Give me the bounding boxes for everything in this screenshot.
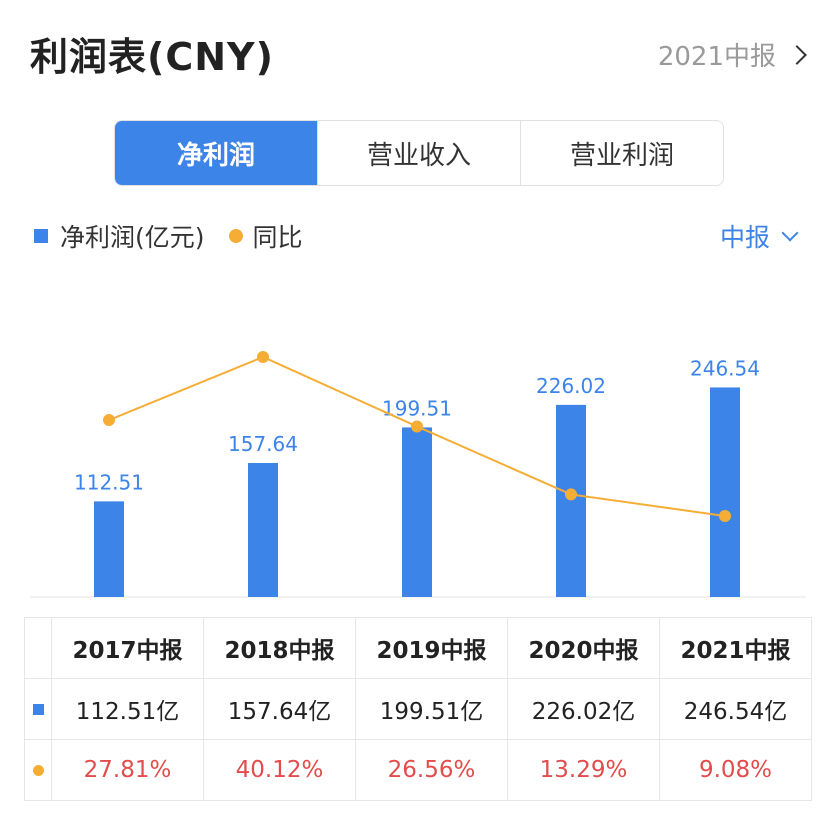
bar [402, 427, 432, 597]
table-header-row: 2017中报 2018中报 2019中报 2020中报 2021中报 [24, 617, 812, 679]
table-cell: 9.08% [659, 739, 812, 801]
bar-value-label: 226.02 [536, 374, 606, 398]
line-marker-icon [32, 765, 44, 776]
yoy-marker [24, 739, 52, 801]
chevron-right-icon [787, 44, 807, 65]
table-cell: 40.12% [203, 739, 356, 801]
table-cell: 13.29% [507, 739, 660, 801]
bar [94, 501, 124, 597]
tab-revenue[interactable]: 营业收入 [317, 121, 520, 185]
table-cell: 112.51亿 [51, 678, 204, 740]
table-row-yoy: 27.81% 40.12% 26.56% 13.29% 9.08% [24, 739, 812, 801]
table-header-cell: 2021中报 [659, 617, 812, 679]
report-period-text: 2021中报 [657, 42, 776, 72]
line-legend-swatch [228, 229, 243, 243]
bar-legend-label: 净利润(亿元) [60, 223, 205, 252]
yoy-point [719, 510, 731, 522]
bar [556, 404, 586, 597]
chevron-down-icon [781, 224, 799, 242]
table-header-cell: 2019中报 [355, 617, 508, 679]
table-cell: 157.64亿 [203, 678, 356, 740]
table-row-net-profit: 112.51亿 157.64亿 199.51亿 226.02亿 246.54亿 [24, 678, 812, 740]
table-cell: 246.54亿 [659, 678, 812, 740]
period-select-label: 中报 [719, 223, 770, 252]
table-cell: 27.81% [51, 739, 204, 801]
bar-value-label: 246.54 [690, 356, 760, 380]
page-title: 利润表(CNY) [30, 35, 274, 79]
yoy-point [565, 488, 577, 501]
table-cell: 26.56% [355, 739, 508, 801]
table-cell: 199.51亿 [355, 678, 508, 740]
line-legend-label: 同比 [252, 223, 303, 252]
bar-marker-icon [32, 704, 44, 715]
bar-legend-swatch [34, 229, 48, 243]
metric-tabs: 净利润 营业收入 营业利润 [114, 120, 724, 186]
report-period-link[interactable]: 2021中报 [658, 36, 808, 73]
bar [710, 387, 740, 597]
table-header-cell: 2018中报 [203, 617, 356, 679]
chart-legend: 净利润(亿元) 同比 [34, 218, 303, 254]
data-table: 2017中报 2018中报 2019中报 2020中报 2021中报 112.5… [24, 617, 812, 801]
tab-net-profit[interactable]: 净利润 [115, 121, 317, 185]
table-header-cell: 2017中报 [51, 617, 204, 679]
yoy-point [257, 351, 269, 363]
period-select[interactable]: 中报 [719, 218, 799, 254]
table-header-cell: 2020中报 [507, 617, 660, 679]
bar-value-label: 199.51 [382, 396, 452, 420]
bar-value-label: 157.64 [228, 432, 298, 456]
table-cell: 226.02亿 [507, 678, 660, 740]
yoy-point [411, 420, 423, 433]
bar [248, 463, 278, 597]
tab-operating-profit[interactable]: 营业利润 [520, 121, 723, 185]
net-profit-marker [24, 678, 52, 740]
header: 利润表(CNY) 2021中报 [30, 24, 808, 80]
bar-value-label: 112.51 [74, 470, 144, 494]
net-profit-chart: 112.51 157.64 199.51 226.02 246.54 [30, 351, 806, 598]
yoy-point [103, 414, 115, 427]
table-corner [24, 617, 52, 679]
